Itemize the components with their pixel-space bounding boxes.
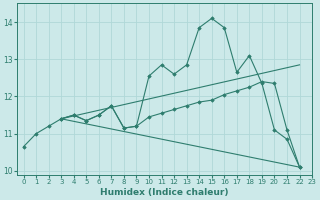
X-axis label: Humidex (Indice chaleur): Humidex (Indice chaleur) <box>100 188 229 197</box>
